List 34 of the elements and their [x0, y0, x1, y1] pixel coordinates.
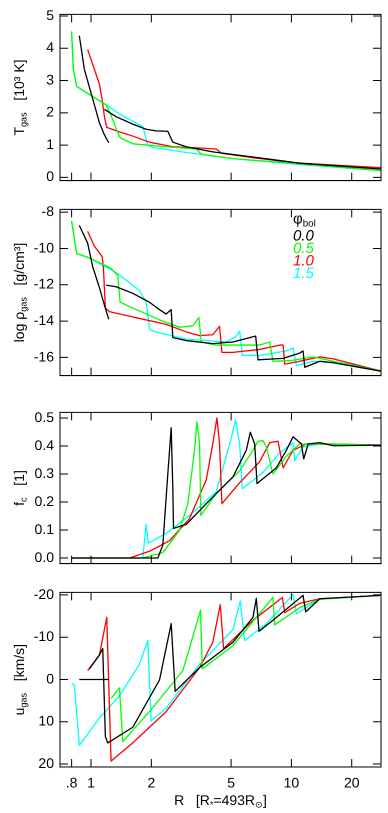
x-tick-label: 1	[87, 774, 96, 790]
y-tick-label: 0.2	[34, 492, 54, 509]
text: ugas [km/s]	[10, 644, 29, 716]
y-tick-label: 0	[46, 168, 54, 184]
x-tick-label: 2	[147, 774, 156, 790]
y-tick-label: 2	[46, 104, 54, 120]
y-tick-label: 0.1	[34, 520, 54, 537]
y-tick-label: 0.0	[34, 548, 54, 565]
y-tick-label: 1	[46, 136, 54, 152]
x-tick-label: 10	[284, 774, 300, 790]
y-tick-label: -10	[34, 628, 54, 644]
y-tick-label: 4	[46, 39, 54, 56]
text: Tgas [10³ K]	[10, 59, 29, 136]
y-tick-label: -14	[34, 312, 54, 328]
x-tick-label: .8	[66, 774, 78, 790]
y-tick-label: 20	[38, 754, 54, 771]
y-tick-label: 0.5	[34, 408, 54, 425]
y-tick-label: -8	[42, 202, 54, 219]
y-tick-label: 5	[46, 6, 54, 23]
text: fc [1]	[10, 470, 29, 506]
y-tick-label: 10	[38, 712, 54, 729]
y-tick-label: 0.4	[34, 436, 54, 453]
y-tick-label: -16	[34, 348, 54, 364]
x-tick-label: 20	[344, 774, 360, 790]
x-tick-label: 5	[227, 774, 236, 790]
y-tick-label: -20	[34, 586, 54, 602]
y-tick-label: 0.3	[34, 464, 54, 481]
text: 1.5	[293, 265, 315, 282]
y-tick-label: 0	[46, 670, 54, 686]
text: log ρgas [g/cm³]	[10, 242, 29, 342]
y-tick-label: -12	[34, 276, 54, 292]
y-tick-label: -10	[34, 239, 54, 256]
y-tick-label: 3	[46, 71, 54, 88]
x-axis-title: R [R*=493R⊙]	[174, 792, 267, 810]
